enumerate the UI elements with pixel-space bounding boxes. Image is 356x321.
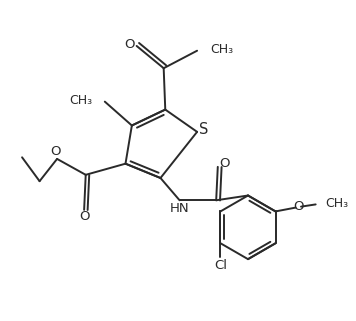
Text: Cl: Cl (214, 259, 227, 272)
Text: O: O (219, 157, 229, 170)
Text: O: O (293, 200, 303, 213)
Text: O: O (50, 145, 61, 158)
Text: O: O (79, 210, 90, 223)
Text: S: S (199, 122, 209, 137)
Text: O: O (124, 38, 135, 51)
Text: CH₃: CH₃ (210, 43, 233, 56)
Text: CH₃: CH₃ (325, 197, 348, 210)
Text: CH₃: CH₃ (69, 94, 93, 107)
Text: HN: HN (170, 202, 189, 215)
